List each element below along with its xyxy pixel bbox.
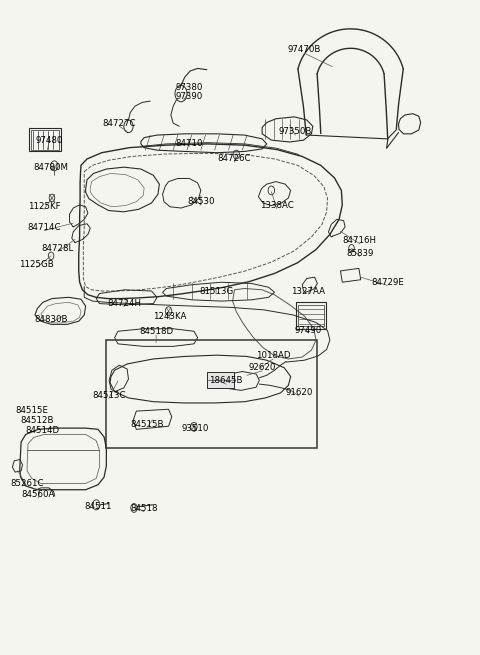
- Text: 84560A: 84560A: [22, 490, 55, 499]
- Text: 18645B: 18645B: [209, 377, 243, 385]
- Text: 97380: 97380: [176, 83, 203, 92]
- Text: 97490: 97490: [295, 326, 322, 335]
- Text: 84518D: 84518D: [139, 328, 173, 337]
- Text: 84515B: 84515B: [130, 420, 164, 429]
- Text: 84530: 84530: [187, 197, 215, 206]
- Text: 85839: 85839: [346, 249, 373, 258]
- Text: 1338AC: 1338AC: [260, 201, 294, 210]
- Text: 97480: 97480: [35, 136, 62, 145]
- Text: 1125GB: 1125GB: [19, 260, 54, 269]
- Text: 84728L: 84728L: [42, 244, 74, 253]
- Text: 84515E: 84515E: [15, 406, 48, 415]
- Text: 91620: 91620: [285, 388, 312, 398]
- Text: 81513G: 81513G: [199, 286, 233, 295]
- Text: 84726C: 84726C: [218, 155, 251, 164]
- Text: 1125KF: 1125KF: [28, 202, 60, 211]
- Text: 84729E: 84729E: [371, 278, 404, 287]
- Text: 92620: 92620: [249, 364, 276, 372]
- Text: 84518: 84518: [131, 504, 158, 513]
- Bar: [207, 371, 234, 388]
- Text: 84727C: 84727C: [103, 119, 136, 128]
- Bar: [31, 130, 60, 149]
- Text: 84830B: 84830B: [35, 316, 68, 324]
- Text: 97470B: 97470B: [288, 45, 321, 54]
- Text: 1018AD: 1018AD: [256, 351, 290, 360]
- Bar: [29, 128, 61, 151]
- Text: 84710: 84710: [176, 139, 203, 148]
- Text: 84714C: 84714C: [27, 223, 61, 232]
- Text: 1243KA: 1243KA: [153, 312, 187, 321]
- Bar: [296, 303, 326, 329]
- Text: 93510: 93510: [181, 424, 208, 432]
- Text: 84514D: 84514D: [26, 426, 60, 435]
- Text: 97350B: 97350B: [278, 127, 312, 136]
- Text: 85261C: 85261C: [11, 479, 44, 488]
- Text: 97390: 97390: [176, 92, 203, 102]
- Bar: [107, 340, 317, 448]
- Bar: [298, 305, 324, 326]
- Text: 84716H: 84716H: [343, 236, 377, 245]
- Text: 84780M: 84780M: [34, 162, 69, 172]
- Text: 84511: 84511: [84, 502, 112, 511]
- Text: 1327AA: 1327AA: [291, 286, 325, 295]
- Text: 84724H: 84724H: [107, 299, 141, 308]
- Text: 84513C: 84513C: [92, 391, 125, 400]
- Text: 84512B: 84512B: [21, 416, 54, 425]
